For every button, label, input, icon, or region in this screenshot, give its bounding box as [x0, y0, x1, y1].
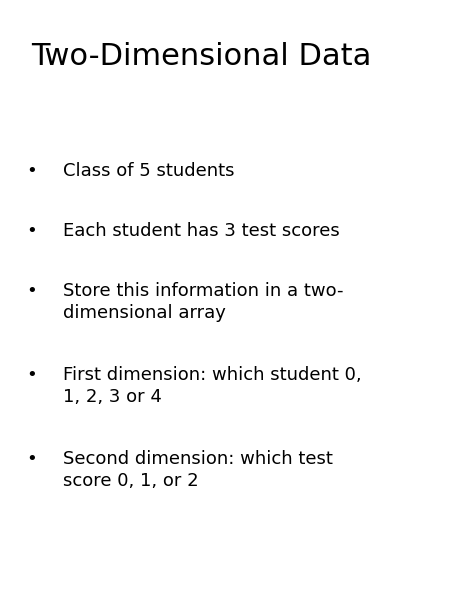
Text: Store this information in a two-
dimensional array: Store this information in a two- dimensi…	[63, 282, 343, 322]
Text: •: •	[26, 162, 37, 180]
Text: •: •	[26, 366, 37, 384]
Text: Class of 5 students: Class of 5 students	[63, 162, 234, 180]
Text: •: •	[26, 282, 37, 300]
Text: Second dimension: which test
score 0, 1, or 2: Second dimension: which test score 0, 1,…	[63, 450, 333, 490]
Text: Two-Dimensional Data: Two-Dimensional Data	[32, 42, 372, 71]
Text: First dimension: which student 0,
1, 2, 3 or 4: First dimension: which student 0, 1, 2, …	[63, 366, 362, 406]
Text: •: •	[26, 222, 37, 240]
Text: •: •	[26, 450, 37, 468]
Text: Each student has 3 test scores: Each student has 3 test scores	[63, 222, 340, 240]
